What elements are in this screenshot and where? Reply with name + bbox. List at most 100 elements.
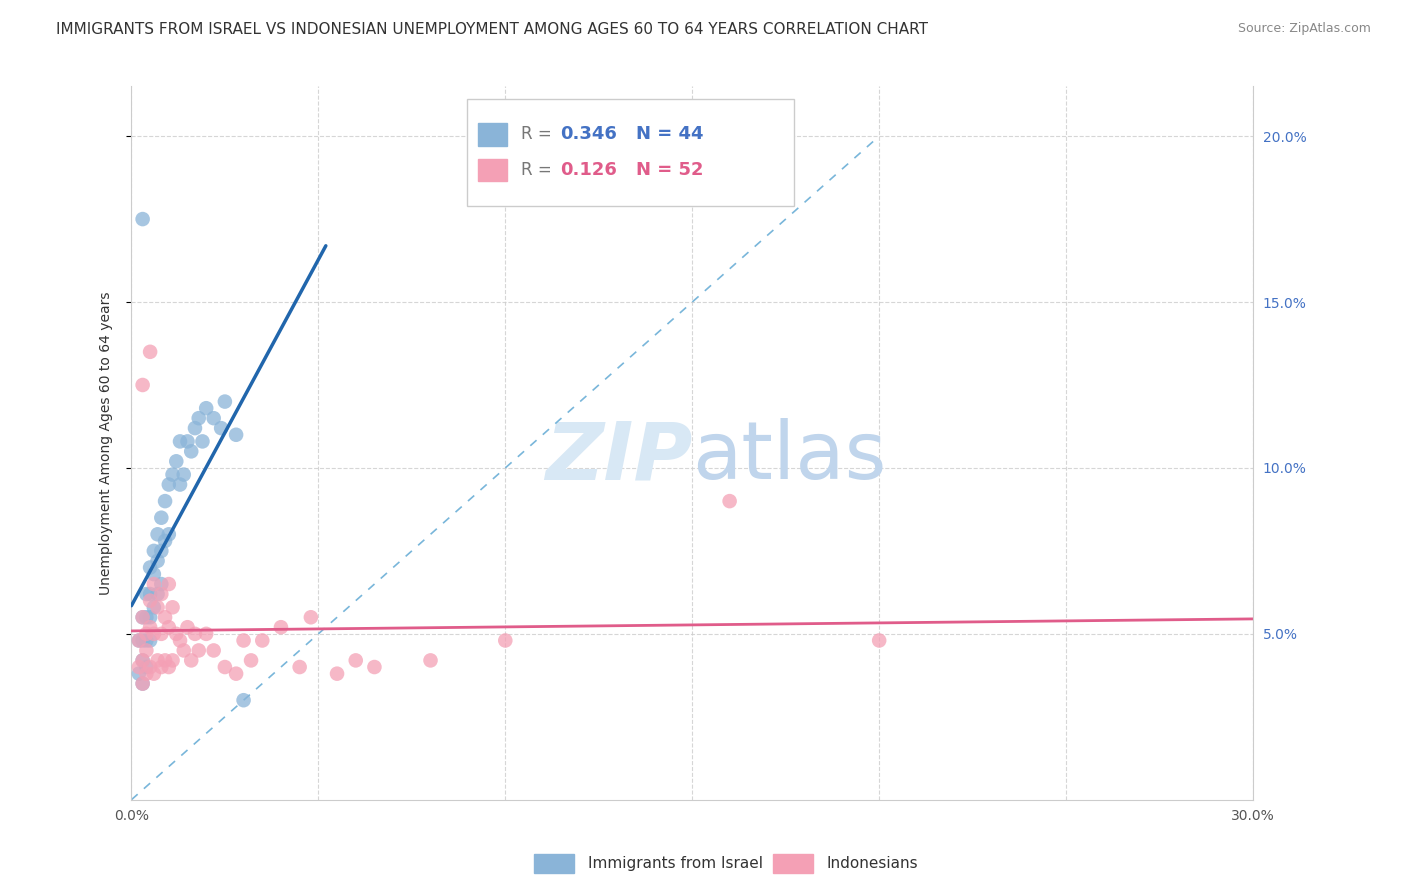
Point <box>142 600 165 615</box>
Point <box>363 660 385 674</box>
Text: IMMIGRANTS FROM ISRAEL VS INDONESIAN UNEMPLOYMENT AMONG AGES 60 TO 64 YEARS CORR: IMMIGRANTS FROM ISRAEL VS INDONESIAN UNE… <box>56 22 928 37</box>
Point <box>142 627 165 641</box>
Point <box>135 633 157 648</box>
Point <box>139 560 162 574</box>
Point <box>169 633 191 648</box>
Point <box>139 344 162 359</box>
Point <box>169 434 191 449</box>
Point <box>146 653 169 667</box>
Point <box>180 653 202 667</box>
Point <box>128 666 150 681</box>
Text: R =: R = <box>520 126 551 144</box>
Point <box>157 527 180 541</box>
Point <box>131 610 153 624</box>
Point <box>180 444 202 458</box>
Point <box>150 627 173 641</box>
Point <box>270 620 292 634</box>
Point <box>135 587 157 601</box>
Point <box>169 477 191 491</box>
Point <box>139 593 162 607</box>
Point <box>176 434 198 449</box>
Point <box>142 544 165 558</box>
Point <box>209 421 232 435</box>
Point <box>187 643 209 657</box>
Text: R =: R = <box>520 161 551 179</box>
Point <box>150 544 173 558</box>
Point <box>326 666 349 681</box>
Point <box>135 610 157 624</box>
Point <box>162 467 184 482</box>
Point <box>191 434 214 449</box>
Point <box>157 477 180 491</box>
Point <box>142 666 165 681</box>
Point <box>146 554 169 568</box>
Point <box>157 577 180 591</box>
Point <box>153 494 176 508</box>
Point <box>146 527 169 541</box>
Text: 0.346: 0.346 <box>560 126 617 144</box>
Point <box>139 633 162 648</box>
Point <box>150 587 173 601</box>
Point <box>202 411 225 425</box>
Point <box>184 627 207 641</box>
Point <box>232 693 254 707</box>
Point <box>252 633 274 648</box>
Point <box>135 666 157 681</box>
Text: atlas: atlas <box>692 418 887 496</box>
Text: Indonesians: Indonesians <box>827 856 918 871</box>
Point <box>195 401 218 416</box>
Point <box>131 610 153 624</box>
Point <box>176 620 198 634</box>
Point <box>214 394 236 409</box>
Point <box>131 378 153 392</box>
Point <box>288 660 311 674</box>
Point <box>494 633 516 648</box>
Point <box>142 577 165 591</box>
Point <box>131 633 153 648</box>
Point <box>131 653 153 667</box>
Text: ZIP: ZIP <box>546 418 692 496</box>
Point <box>165 454 187 468</box>
Point <box>135 660 157 674</box>
Point <box>214 660 236 674</box>
Point <box>128 633 150 648</box>
Point <box>131 212 153 227</box>
Y-axis label: Unemployment Among Ages 60 to 64 years: Unemployment Among Ages 60 to 64 years <box>100 292 114 595</box>
Point <box>232 633 254 648</box>
Point <box>344 653 367 667</box>
Point <box>153 533 176 548</box>
Point <box>225 666 247 681</box>
Point <box>131 653 153 667</box>
Point <box>173 467 195 482</box>
Point <box>150 577 173 591</box>
Point <box>135 627 157 641</box>
Point <box>184 421 207 435</box>
Text: Source: ZipAtlas.com: Source: ZipAtlas.com <box>1237 22 1371 36</box>
Point <box>139 620 162 634</box>
Point <box>150 660 173 674</box>
Point <box>128 633 150 648</box>
Point <box>153 610 176 624</box>
Point <box>240 653 263 667</box>
Point <box>299 610 322 624</box>
Point <box>162 600 184 615</box>
Point <box>131 676 153 690</box>
Point <box>131 676 153 690</box>
Point <box>202 643 225 657</box>
Point <box>146 600 169 615</box>
Point <box>150 510 173 524</box>
Text: Immigrants from Israel: Immigrants from Israel <box>588 856 762 871</box>
Point <box>139 610 162 624</box>
Point <box>157 620 180 634</box>
Point <box>419 653 441 667</box>
Point <box>157 660 180 674</box>
Point <box>195 627 218 641</box>
Text: N = 52: N = 52 <box>636 161 703 179</box>
Point <box>187 411 209 425</box>
Point <box>139 587 162 601</box>
Point <box>165 627 187 641</box>
Text: N = 44: N = 44 <box>636 126 703 144</box>
Point <box>139 660 162 674</box>
Point <box>153 653 176 667</box>
Point <box>173 643 195 657</box>
